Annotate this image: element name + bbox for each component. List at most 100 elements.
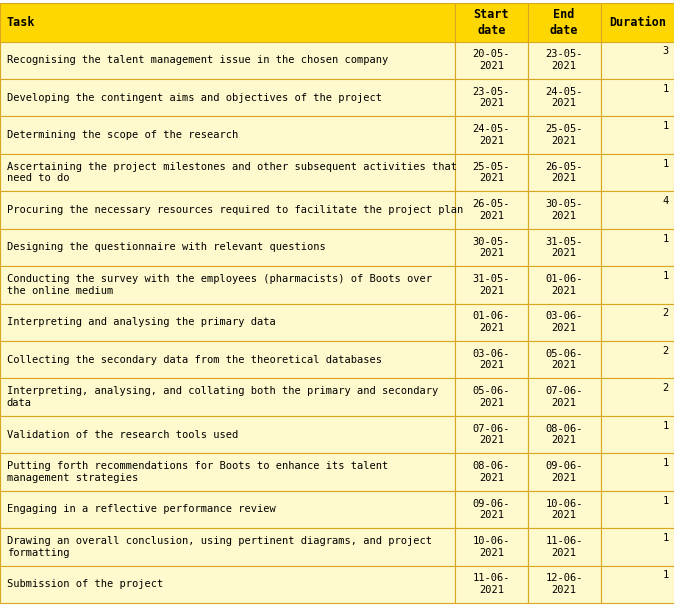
Bar: [601, 3, 674, 42]
Bar: [0, 154, 455, 191]
Bar: [601, 565, 674, 603]
Text: Designing the questionnaire with relevant questions: Designing the questionnaire with relevan…: [7, 242, 326, 252]
Text: Submission of the project: Submission of the project: [7, 579, 163, 589]
Text: 01-06-
2021: 01-06- 2021: [472, 311, 510, 333]
Bar: [528, 304, 601, 341]
Bar: [0, 304, 455, 341]
Text: 3: 3: [663, 47, 669, 56]
Text: 1: 1: [663, 271, 669, 281]
Text: 24-05-
2021: 24-05- 2021: [545, 87, 583, 108]
Text: Developing the contingent aims and objectives of the project: Developing the contingent aims and objec…: [7, 93, 381, 102]
Text: Recognising the talent management issue in the chosen company: Recognising the talent management issue …: [7, 55, 388, 65]
Bar: [455, 453, 528, 491]
Bar: [455, 378, 528, 416]
Text: 1: 1: [663, 570, 669, 581]
Bar: [528, 416, 601, 453]
Bar: [455, 304, 528, 341]
Bar: [601, 304, 674, 341]
Text: Collecting the secondary data from the theoretical databases: Collecting the secondary data from the t…: [7, 355, 381, 365]
Bar: [455, 491, 528, 528]
Text: 1: 1: [663, 84, 669, 94]
Bar: [455, 3, 528, 42]
Bar: [601, 341, 674, 378]
Text: 2: 2: [663, 383, 669, 393]
Text: 23-05-
2021: 23-05- 2021: [545, 50, 583, 71]
Text: 09-06-
2021: 09-06- 2021: [545, 461, 583, 483]
Text: 26-05-
2021: 26-05- 2021: [545, 162, 583, 184]
Text: 08-06-
2021: 08-06- 2021: [545, 424, 583, 445]
Text: Start
date: Start date: [474, 8, 509, 37]
Bar: [601, 79, 674, 116]
Bar: [0, 341, 455, 378]
Text: 03-06-
2021: 03-06- 2021: [545, 311, 583, 333]
Bar: [0, 491, 455, 528]
Text: 31-05-
2021: 31-05- 2021: [472, 274, 510, 296]
Bar: [528, 79, 601, 116]
Bar: [0, 228, 455, 266]
Bar: [601, 228, 674, 266]
Bar: [601, 416, 674, 453]
Text: 11-06-
2021: 11-06- 2021: [472, 573, 510, 595]
Text: 08-06-
2021: 08-06- 2021: [472, 461, 510, 483]
Bar: [455, 266, 528, 304]
Text: 25-05-
2021: 25-05- 2021: [472, 162, 510, 184]
Bar: [528, 116, 601, 154]
Bar: [601, 491, 674, 528]
Text: Interpreting and analysing the primary data: Interpreting and analysing the primary d…: [7, 318, 276, 327]
Text: 05-06-
2021: 05-06- 2021: [545, 349, 583, 370]
Text: 1: 1: [663, 233, 669, 244]
Text: 1: 1: [663, 458, 669, 468]
Bar: [601, 453, 674, 491]
Bar: [528, 154, 601, 191]
Bar: [0, 191, 455, 228]
Text: 24-05-
2021: 24-05- 2021: [472, 124, 510, 146]
Text: Task: Task: [7, 16, 35, 28]
Bar: [528, 491, 601, 528]
Bar: [0, 3, 455, 42]
Bar: [455, 228, 528, 266]
Text: Validation of the research tools used: Validation of the research tools used: [7, 430, 238, 439]
Text: 11-06-
2021: 11-06- 2021: [545, 536, 583, 558]
Text: End
date: End date: [550, 8, 578, 37]
Text: 07-06-
2021: 07-06- 2021: [472, 424, 510, 445]
Bar: [455, 154, 528, 191]
Text: 01-06-
2021: 01-06- 2021: [545, 274, 583, 296]
Text: Conducting the survey with the employees (pharmacists) of Boots over
the online : Conducting the survey with the employees…: [7, 274, 432, 296]
Bar: [455, 79, 528, 116]
Bar: [528, 266, 601, 304]
Bar: [528, 3, 601, 42]
Text: 09-06-
2021: 09-06- 2021: [472, 499, 510, 520]
Bar: [0, 565, 455, 603]
Text: Duration: Duration: [609, 16, 666, 28]
Bar: [0, 79, 455, 116]
Text: 05-06-
2021: 05-06- 2021: [472, 386, 510, 408]
Bar: [0, 528, 455, 565]
Text: Determining the scope of the research: Determining the scope of the research: [7, 130, 238, 140]
Bar: [455, 565, 528, 603]
Text: 1: 1: [663, 121, 669, 132]
Bar: [528, 228, 601, 266]
Text: 2: 2: [663, 308, 669, 318]
Text: 2: 2: [663, 346, 669, 356]
Bar: [601, 42, 674, 79]
Text: 10-06-
2021: 10-06- 2021: [545, 499, 583, 520]
Bar: [0, 453, 455, 491]
Bar: [528, 453, 601, 491]
Text: Ascertaining the project milestones and other subsequent activities that
need to: Ascertaining the project milestones and …: [7, 162, 457, 184]
Text: 1: 1: [663, 496, 669, 505]
Bar: [0, 42, 455, 79]
Bar: [601, 266, 674, 304]
Text: 26-05-
2021: 26-05- 2021: [472, 199, 510, 221]
Bar: [601, 528, 674, 565]
Bar: [0, 378, 455, 416]
Bar: [0, 116, 455, 154]
Text: 4: 4: [663, 196, 669, 206]
Bar: [455, 341, 528, 378]
Text: 12-06-
2021: 12-06- 2021: [545, 573, 583, 595]
Bar: [0, 266, 455, 304]
Text: 10-06-
2021: 10-06- 2021: [472, 536, 510, 558]
Bar: [455, 191, 528, 228]
Text: 25-05-
2021: 25-05- 2021: [545, 124, 583, 146]
Bar: [455, 416, 528, 453]
Bar: [601, 116, 674, 154]
